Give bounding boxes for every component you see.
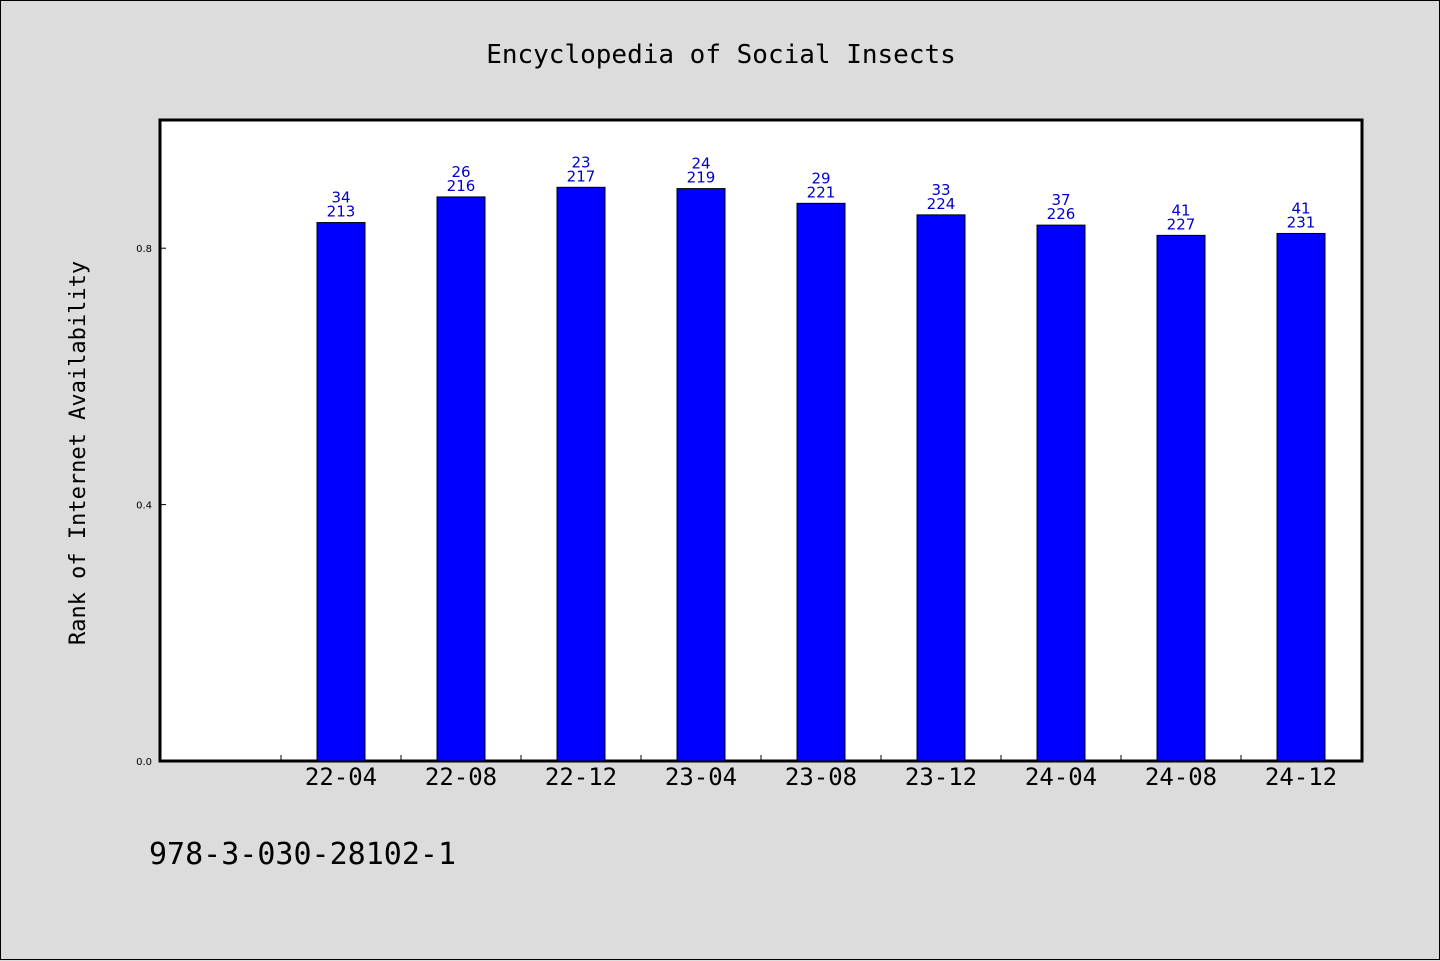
y-tick-label: 0.0 bbox=[136, 757, 152, 768]
bars-layer bbox=[316, 186, 1326, 762]
x-tick-label: 24-12 bbox=[1265, 763, 1337, 791]
bar-23-12 bbox=[916, 214, 966, 762]
data-label-bottom: 224 bbox=[927, 195, 956, 213]
data-label-top: 41 bbox=[1171, 201, 1190, 219]
isbn-footer: 978-3-030-28102-1 bbox=[149, 837, 456, 872]
bar-24-04 bbox=[1036, 224, 1086, 762]
bar-22-12 bbox=[556, 186, 606, 762]
x-axis-ticks: 22-04 22-08 22-12 23-04 23-08 23-12 24-04 24-08… bbox=[280, 755, 1362, 791]
data-label-bottom: 231 bbox=[1287, 213, 1316, 231]
x-tick-label: 22-04 bbox=[305, 763, 377, 791]
data-label-top: 33 bbox=[931, 181, 950, 199]
data-label-top: 24 bbox=[691, 155, 710, 173]
bar-22-04 bbox=[316, 222, 366, 762]
y-axis-label: Rank of Internet Availability bbox=[66, 261, 91, 645]
y-axis-ticks: 0.0 0.4 0.8 bbox=[136, 244, 166, 768]
data-label-bottom: 217 bbox=[567, 167, 596, 185]
y-tick-label: 0.4 bbox=[136, 501, 152, 512]
bar-23-04 bbox=[676, 188, 726, 762]
data-label-bottom: 219 bbox=[687, 169, 716, 187]
data-label-top: 37 bbox=[1051, 191, 1070, 209]
x-tick-label: 22-12 bbox=[545, 763, 617, 791]
bar-24-08 bbox=[1156, 234, 1206, 762]
data-label-bottom: 216 bbox=[447, 177, 476, 195]
data-label-top: 26 bbox=[451, 163, 470, 181]
bar-23-08 bbox=[796, 202, 846, 762]
data-label-top: 41 bbox=[1291, 199, 1310, 217]
data-label-bottom: 221 bbox=[807, 183, 836, 201]
data-label-bottom: 226 bbox=[1047, 205, 1076, 223]
data-label-bottom: 213 bbox=[327, 203, 356, 221]
x-tick-label: 24-08 bbox=[1145, 763, 1217, 791]
bar-24-12 bbox=[1276, 232, 1326, 762]
bar-22-08 bbox=[436, 196, 486, 762]
y-tick-label: 0.8 bbox=[136, 244, 152, 255]
data-label-bottom: 227 bbox=[1167, 215, 1196, 233]
data-label-top: 23 bbox=[571, 153, 590, 171]
data-label-top: 34 bbox=[331, 189, 350, 207]
x-tick-label: 23-12 bbox=[905, 763, 977, 791]
x-tick-label: 24-04 bbox=[1025, 763, 1097, 791]
x-tick-label: 22-08 bbox=[425, 763, 497, 791]
chart-title: Encyclopedia of Social Insects bbox=[486, 40, 956, 70]
data-label-top: 29 bbox=[811, 169, 830, 187]
x-tick-label: 23-08 bbox=[785, 763, 857, 791]
x-tick-label: 23-04 bbox=[665, 763, 737, 791]
